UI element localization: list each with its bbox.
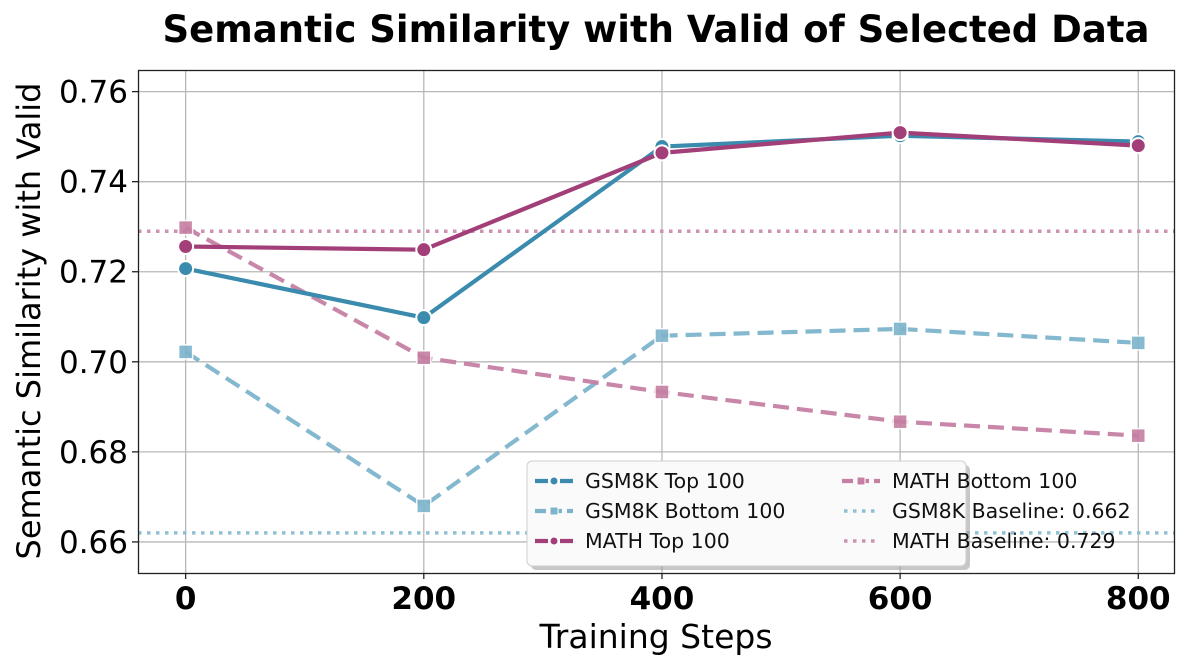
data-point	[892, 413, 908, 430]
legend-label: GSM8K Bottom 100	[585, 499, 785, 523]
y-tick-label: 0.70	[59, 345, 128, 381]
y-tick-label: 0.66	[59, 525, 128, 561]
data-point	[654, 327, 670, 344]
plot-frame	[137, 69, 1176, 575]
data-point	[1130, 427, 1147, 444]
data-point	[653, 144, 671, 162]
baselines	[138, 229, 1174, 535]
x-axis-label: Training Steps	[538, 617, 772, 656]
data-point	[177, 238, 195, 256]
legend-marker	[549, 536, 559, 546]
data-point	[1129, 137, 1147, 155]
y-ticks: 0.66 0.68 0.70 0.72 0.74 0.76	[59, 75, 138, 561]
data-point	[654, 384, 670, 400]
legend-label: GSM8K Top 100	[585, 469, 745, 493]
y-tick-label: 0.68	[59, 435, 128, 471]
y-tick-label: 0.72	[59, 255, 128, 291]
x-tick-label: 400	[630, 581, 695, 617]
series-layer	[177, 124, 1147, 514]
data-point	[415, 309, 433, 327]
data-point	[1130, 335, 1147, 351]
y-axis-label: Semantic Similarity with Valid	[10, 83, 48, 560]
legend-marker	[856, 476, 866, 486]
legend-label: MATH Bottom 100	[892, 469, 1077, 493]
x-tick-label: 0	[175, 581, 197, 617]
x-tick-label: 800	[1106, 581, 1171, 617]
legend-label: MATH Top 100	[585, 529, 730, 553]
data-point	[415, 241, 433, 259]
legend-marker	[549, 476, 559, 486]
data-point	[177, 260, 195, 278]
legend-label: GSM8K Baseline: 0.662	[892, 499, 1131, 523]
y-tick-label: 0.76	[59, 75, 128, 111]
data-point	[177, 344, 194, 360]
legend-marker	[549, 506, 559, 516]
legend: GSM8K Top 100 GSM8K Bottom 100 MATH Top 10…	[526, 460, 1131, 570]
data-point	[177, 219, 194, 236]
data-point	[416, 498, 432, 514]
data-point	[891, 124, 909, 142]
x-ticks: 0 200 400 600 800	[175, 573, 1171, 617]
legend-label: MATH Baseline: 0.729	[892, 529, 1116, 553]
y-tick-label: 0.74	[59, 165, 128, 201]
x-tick-label: 600	[868, 581, 933, 617]
data-point	[416, 350, 432, 366]
data-point	[892, 321, 908, 337]
x-tick-label: 200	[391, 581, 456, 617]
chart-title: Semantic Similarity with Valid of Select…	[162, 8, 1149, 51]
